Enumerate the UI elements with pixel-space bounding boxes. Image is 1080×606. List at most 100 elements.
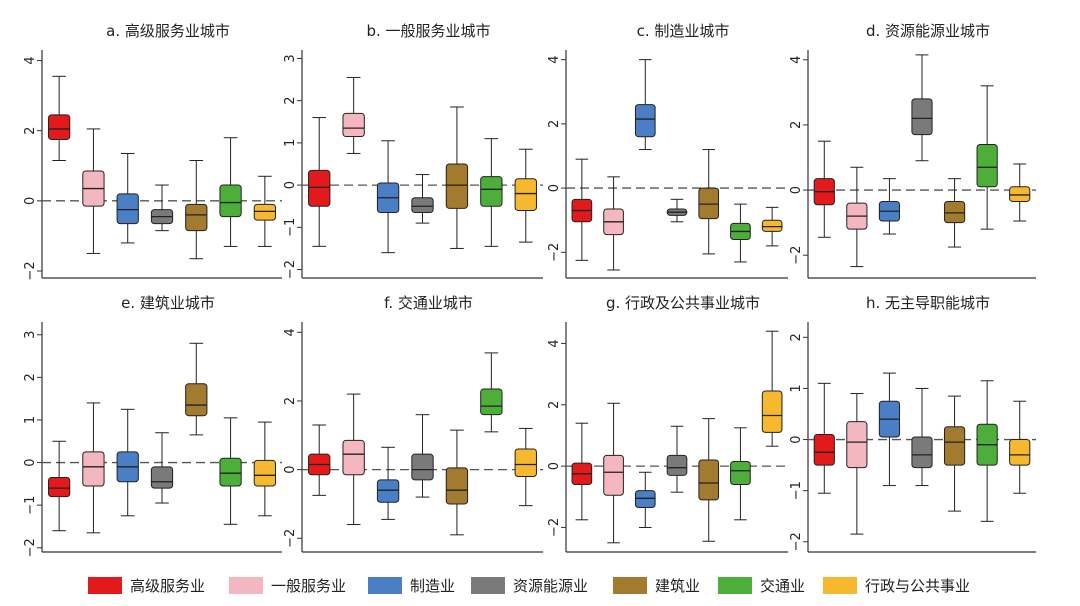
box-制造业 bbox=[634, 59, 656, 151]
box-iqr bbox=[219, 457, 242, 487]
legend-swatch bbox=[88, 576, 122, 594]
y-tick-label: 4 bbox=[547, 55, 562, 63]
box-iqr bbox=[911, 436, 933, 469]
box-交通业 bbox=[976, 380, 998, 522]
box-资源能源业 bbox=[666, 425, 688, 493]
box-行政与公共事业 bbox=[253, 175, 276, 247]
box-高级服务业 bbox=[48, 440, 71, 532]
box-行政与公共事业 bbox=[761, 330, 783, 447]
box-iqr bbox=[634, 490, 656, 509]
box-iqr bbox=[976, 143, 998, 188]
box-plot-figure: a. 高级服务业城市 −2 0 2 4 b. 一般服务业城市 −2 −1 0 1 2 3 c. 制造业城… bbox=[23, 22, 1036, 557]
y-tick-label: 2 bbox=[283, 397, 298, 405]
box-iqr bbox=[342, 439, 365, 476]
y-tick-label: 3 bbox=[283, 54, 298, 62]
box-iqr bbox=[480, 176, 503, 207]
box-iqr bbox=[376, 479, 400, 503]
box-iqr bbox=[48, 114, 71, 140]
box-制造业 bbox=[116, 152, 139, 244]
box-iqr bbox=[911, 98, 933, 136]
panel: f. 交通业城市 −2 0 2 4 bbox=[283, 294, 543, 553]
y-tick-label: −1 bbox=[789, 481, 804, 500]
box-一般服务业 bbox=[603, 176, 624, 271]
box-交通业 bbox=[219, 137, 242, 247]
box-建筑业 bbox=[445, 429, 469, 536]
legend-item: 高级服务业 bbox=[88, 570, 205, 600]
box-交通业 bbox=[730, 203, 751, 263]
box-交通业 bbox=[219, 417, 242, 525]
y-tick-label: 2 bbox=[23, 127, 38, 135]
box-行政与公共事业 bbox=[761, 206, 783, 247]
panel: g. 行政及公共事业城市 −2 0 2 4 bbox=[547, 294, 788, 553]
legend-label: 建筑业 bbox=[655, 576, 701, 595]
box-iqr bbox=[634, 104, 656, 138]
box-交通业 bbox=[730, 427, 751, 521]
box-iqr bbox=[514, 178, 537, 211]
panel-title: a. 高级服务业城市 bbox=[106, 22, 230, 40]
box-高级服务业 bbox=[813, 140, 835, 238]
panel-title: b. 一般服务业城市 bbox=[366, 22, 490, 40]
legend-item: 一般服务业 bbox=[229, 570, 346, 600]
box-资源能源业 bbox=[911, 54, 933, 162]
box-iqr bbox=[411, 197, 434, 214]
box-建筑业 bbox=[698, 149, 720, 255]
y-tick-label: 0 bbox=[283, 465, 298, 473]
y-tick-label: −2 bbox=[283, 529, 298, 548]
y-tick-label: −1 bbox=[23, 496, 38, 515]
box-高级服务业 bbox=[813, 382, 835, 494]
y-tick-label: 1 bbox=[789, 384, 804, 392]
box-iqr bbox=[603, 454, 624, 496]
box-iqr bbox=[48, 476, 71, 498]
box-一般服务业 bbox=[342, 76, 365, 154]
box-iqr bbox=[185, 203, 208, 232]
legend-label: 资源能源业 bbox=[513, 576, 589, 595]
box-iqr bbox=[1009, 186, 1031, 202]
y-tick-label: 4 bbox=[547, 339, 562, 347]
box-高级服务业 bbox=[308, 117, 331, 247]
panel-title: c. 制造业城市 bbox=[637, 22, 730, 40]
box-资源能源业 bbox=[150, 432, 174, 504]
box-iqr bbox=[82, 451, 105, 487]
y-tick-label: −2 bbox=[23, 261, 38, 280]
y-tick-label: −2 bbox=[789, 246, 804, 265]
panel-title: f. 交通业城市 bbox=[384, 294, 473, 312]
y-tick-label: −2 bbox=[23, 538, 38, 557]
box-高级服务业 bbox=[48, 75, 71, 161]
box-建筑业 bbox=[185, 159, 208, 260]
box-高级服务业 bbox=[308, 424, 331, 496]
box-iqr bbox=[514, 448, 537, 477]
box-制造业 bbox=[116, 408, 139, 517]
panel: e. 建筑业城市 −2 −1 0 1 2 3 bbox=[23, 294, 282, 557]
box-行政与公共事业 bbox=[1009, 400, 1031, 494]
y-tick-label: 4 bbox=[283, 328, 298, 336]
box-交通业 bbox=[480, 138, 503, 247]
y-tick-label: 1 bbox=[23, 416, 38, 424]
box-iqr bbox=[308, 169, 331, 207]
box-行政与公共事业 bbox=[253, 421, 276, 517]
panel: a. 高级服务业城市 −2 0 2 4 bbox=[23, 22, 282, 281]
box-建筑业 bbox=[185, 342, 208, 436]
legend-label: 交通业 bbox=[760, 576, 806, 595]
box-iqr bbox=[761, 219, 783, 232]
box-iqr bbox=[219, 184, 242, 218]
y-tick-label: 0 bbox=[23, 197, 38, 205]
box-iqr bbox=[445, 163, 469, 209]
y-tick-label: 0 bbox=[789, 186, 804, 194]
legend-label: 一般服务业 bbox=[271, 576, 347, 595]
legend: 高级服务业 一般服务业 制造业 资源能源业 建筑业 交通业 行政与公共事业 bbox=[0, 570, 1080, 600]
legend-swatch bbox=[368, 576, 402, 594]
panel: d. 资源能源业城市 −2 0 2 4 bbox=[789, 22, 1036, 279]
box-建筑业 bbox=[445, 106, 469, 249]
y-tick-label: 2 bbox=[547, 120, 562, 128]
legend-label: 行政与公共事业 bbox=[865, 576, 971, 595]
box-行政与公共事业 bbox=[514, 148, 537, 243]
box-iqr bbox=[480, 388, 503, 416]
box-资源能源业 bbox=[411, 174, 434, 224]
panel-title: d. 资源能源业城市 bbox=[866, 22, 990, 40]
box-一般服务业 bbox=[82, 402, 105, 534]
box-iqr bbox=[342, 112, 365, 138]
box-制造业 bbox=[376, 140, 400, 254]
box-行政与公共事业 bbox=[1009, 163, 1031, 222]
legend-item: 行政与公共事业 bbox=[823, 570, 970, 600]
box-iqr bbox=[150, 466, 174, 489]
